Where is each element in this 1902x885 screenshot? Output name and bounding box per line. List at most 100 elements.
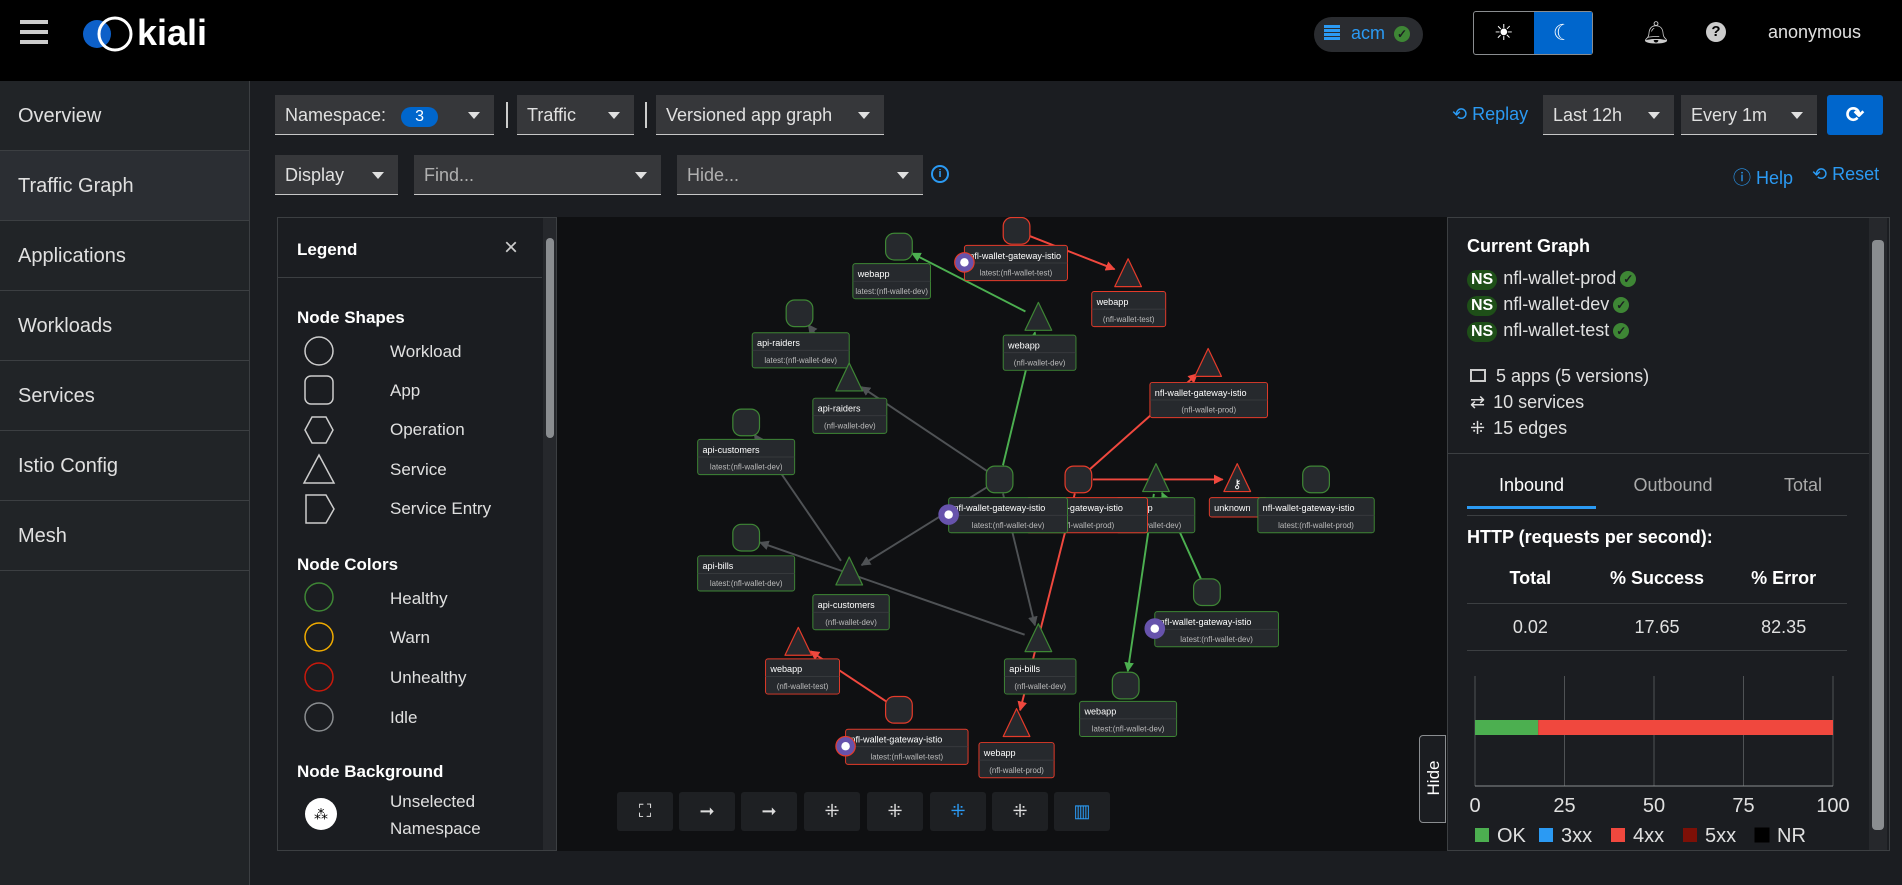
close-icon[interactable]: × xyxy=(504,234,519,261)
user-menu[interactable]: anonymous xyxy=(1768,22,1862,42)
caret-down-icon xyxy=(897,172,909,179)
app-node-shape[interactable] xyxy=(1302,465,1330,494)
namespace-row[interactable]: NS nfl-wallet-prod ✓ xyxy=(1467,268,1637,290)
display-dropdown[interactable]: Display xyxy=(275,155,398,195)
layout-active-button[interactable]: ⁜ xyxy=(930,792,986,831)
check-circle-icon: ✓ xyxy=(1620,271,1637,287)
app-node-shape[interactable] xyxy=(1111,671,1140,700)
moon-icon: ☾ xyxy=(1552,20,1573,45)
find-input[interactable]: Find... xyxy=(414,155,661,195)
graph-node-service[interactable]: api-raiders (nfl-wallet-dev) xyxy=(812,362,888,434)
service-node-shape[interactable] xyxy=(1002,707,1031,738)
tab-total[interactable]: Total xyxy=(1783,475,1823,495)
app-node-shape[interactable] xyxy=(1064,465,1093,494)
graph-node-service[interactable]: nfl-wallet-gateway-istio (nfl-wallet-prod… xyxy=(1149,347,1269,419)
app-node-shape[interactable] xyxy=(1002,216,1031,245)
graph-node-app[interactable]: webapp latest:(nfl-wallet-dev) xyxy=(1079,671,1178,737)
arrow-button[interactable]: ➞ xyxy=(679,792,735,831)
service-node-shape[interactable] xyxy=(1024,623,1053,653)
namespace-row[interactable]: NS nfl-wallet-test ✓ xyxy=(1467,320,1630,342)
bar-4xx[interactable] xyxy=(1538,720,1833,735)
dark-theme-button[interactable]: ☾ xyxy=(1533,12,1592,54)
light-theme-button[interactable]: ☀ xyxy=(1474,12,1534,54)
kiali-logo[interactable]: kiali xyxy=(79,12,219,54)
legend-scrollbar[interactable] xyxy=(543,218,556,850)
replay-button[interactable]: ⟲ Replay xyxy=(1452,104,1528,125)
graph-canvas[interactable]: webapp latest:(nfl-wallet-dev) nfl-wallet-… xyxy=(557,216,1447,851)
app-node-shape[interactable] xyxy=(985,465,1014,494)
caret-down-icon xyxy=(372,172,384,179)
graph-node-app[interactable]: nfl-wallet-gateway-istio latest:(nfl-wall… xyxy=(954,216,1068,282)
app-node-shape[interactable] xyxy=(1192,578,1221,607)
help-icon[interactable]: ? xyxy=(1706,22,1726,42)
hide-input[interactable]: Hide... xyxy=(677,155,923,195)
arrow-icon: ➞ xyxy=(761,801,777,821)
service-node-shape[interactable] xyxy=(1223,463,1252,493)
panel-scrollbar[interactable] xyxy=(1869,218,1887,850)
graph-edge[interactable] xyxy=(758,540,1025,636)
layout-button[interactable]: ⁜ xyxy=(867,792,923,831)
sidebar-item-applications[interactable]: Applications xyxy=(0,221,249,291)
sidebar-item-istio-config[interactable]: Istio Config xyxy=(0,431,249,501)
graph-node-service[interactable]: ⚷ unknown xyxy=(1208,463,1269,518)
service-node-shape[interactable] xyxy=(835,556,864,586)
graph-edge[interactable] xyxy=(1029,235,1116,271)
sidebar-item-services[interactable]: Services xyxy=(0,361,249,431)
duration-dropdown[interactable]: Last 12h xyxy=(1543,95,1674,135)
service-node-shape[interactable] xyxy=(1194,347,1223,377)
graph-node-app[interactable]: api-customers latest:(nfl-wallet-dev) xyxy=(697,408,796,476)
service-node-shape[interactable] xyxy=(1142,463,1170,493)
cluster-badge[interactable]: acm ✓ xyxy=(1314,17,1423,52)
tab-outbound[interactable]: Outbound xyxy=(1633,475,1713,495)
layout-button[interactable]: ⁜ xyxy=(992,792,1048,831)
namespace-row[interactable]: NS nfl-wallet-dev ✓ xyxy=(1467,294,1630,316)
service-node-shape[interactable] xyxy=(835,362,864,392)
graph-node-service[interactable]: webapp (nfl-wallet-prod) xyxy=(978,707,1055,779)
service-node-shape[interactable] xyxy=(784,626,813,656)
refresh-interval-dropdown[interactable]: Every 1m xyxy=(1681,95,1817,135)
sidebar-item-overview[interactable]: Overview xyxy=(0,81,249,151)
service-node-shape[interactable] xyxy=(1024,301,1053,331)
graph-node-app[interactable]: webapp latest:(nfl-wallet-dev) xyxy=(852,232,931,300)
sidebar-item-workloads[interactable]: Workloads xyxy=(0,291,249,361)
service-node-shape[interactable] xyxy=(1114,258,1143,288)
graph-edge[interactable] xyxy=(911,252,1026,313)
reset-button[interactable]: ⟲ Reset xyxy=(1812,164,1879,185)
help-button[interactable]: ⓘ Help xyxy=(1733,164,1793,190)
sidebar-item-mesh[interactable]: Mesh xyxy=(0,501,249,571)
graph-node-app[interactable]: nfl-wallet-gateway-istio latest:(nfl-wall… xyxy=(835,695,969,765)
theme-toggle[interactable]: ☀ ☾ xyxy=(1473,11,1593,55)
hamburger-menu-button[interactable] xyxy=(20,20,48,44)
bar-ok[interactable] xyxy=(1475,720,1539,735)
app-node-shape[interactable] xyxy=(884,232,913,261)
graph-node-service[interactable]: webapp (nfl-wallet-test) xyxy=(765,626,841,695)
graph-type-dropdown[interactable]: Versioned app graph xyxy=(656,95,884,135)
app-node-shape[interactable] xyxy=(732,523,761,552)
sidebar-item-traffic-graph[interactable]: Traffic Graph xyxy=(0,151,249,221)
node-namespace: latest:(nfl-wallet-dev) xyxy=(1180,635,1253,644)
graph-node-app[interactable]: api-raiders latest:(nfl-wallet-dev) xyxy=(751,299,850,369)
graph-node-app[interactable]: nfl-wallet-gateway-istio latest:(nfl-wall… xyxy=(938,465,1068,534)
arrow-button[interactable]: ➞ xyxy=(741,792,797,831)
graph-node-service[interactable]: api-customers (nfl-wallet-dev) xyxy=(812,556,890,631)
graph-node-app[interactable]: nfl-wallet-gateway-istio latest:(nfl-wall… xyxy=(1144,578,1279,648)
bell-icon[interactable]: 🔔︎ xyxy=(1642,20,1670,45)
tab-inbound[interactable]: Inbound xyxy=(1498,475,1565,495)
graph-node-app[interactable]: nfl-wallet-gateway-istio latest:(nfl-wall… xyxy=(1257,465,1375,534)
graph-node-service[interactable]: webapp (nfl-wallet-test) xyxy=(1091,258,1167,328)
graph-node-app[interactable]: api-bills latest:(nfl-wallet-dev) xyxy=(697,523,796,592)
namespace-dropdown[interactable]: Namespace: 3 xyxy=(275,95,494,135)
graph-node-service[interactable]: api-bills (nfl-wallet-dev) xyxy=(1003,623,1077,695)
layout-button[interactable]: ⁜ xyxy=(804,792,860,831)
map-button[interactable]: ▥ xyxy=(1054,792,1110,831)
app-node-shape[interactable] xyxy=(884,695,913,724)
traffic-dropdown[interactable]: Traffic xyxy=(517,95,634,135)
refresh-button[interactable]: ⟳ xyxy=(1827,95,1883,135)
fit-button[interactable]: ⛶ xyxy=(617,792,673,831)
info-icon[interactable]: i xyxy=(931,165,949,183)
graph-node-service[interactable]: webapp (nfl-wallet-dev) xyxy=(1002,301,1077,371)
hide-panel-tab[interactable]: Hide xyxy=(1419,735,1446,823)
app-node-shape[interactable] xyxy=(732,408,761,437)
app-node-shape[interactable] xyxy=(785,299,814,328)
